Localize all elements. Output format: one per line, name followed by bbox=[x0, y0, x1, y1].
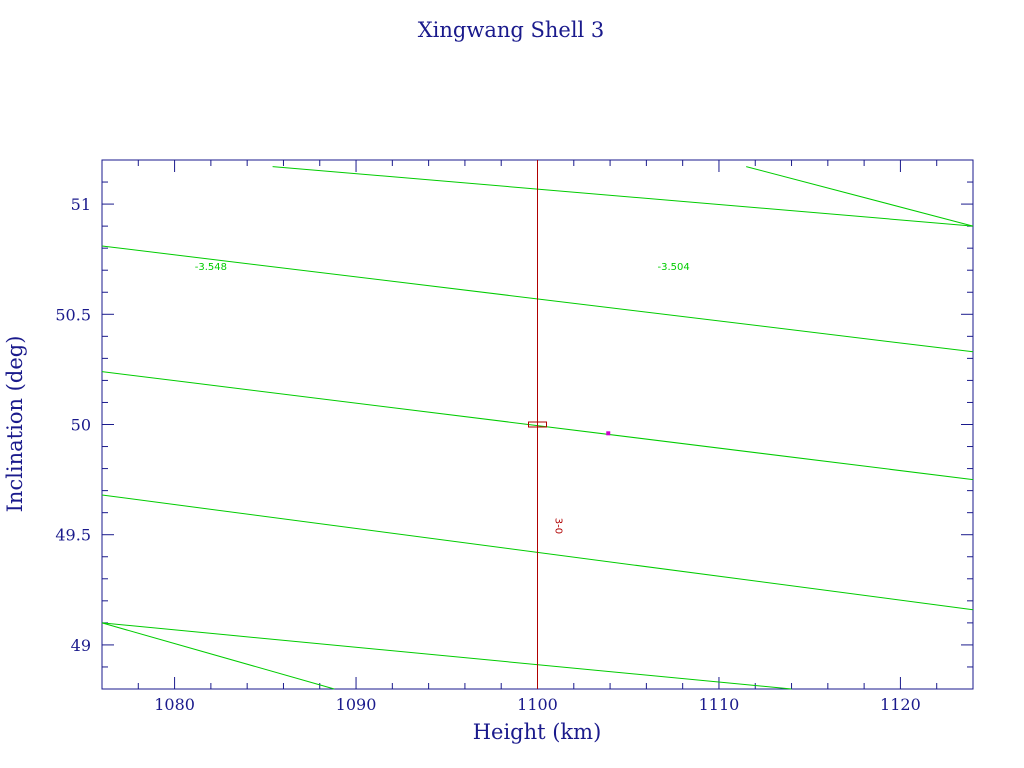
contour-label: -3.548 bbox=[195, 262, 227, 273]
y-tick-label: 50.5 bbox=[55, 305, 91, 324]
x-tick-label: 1100 bbox=[517, 695, 558, 714]
box-marker bbox=[528, 421, 547, 428]
y-axis-label: Inclination (deg) bbox=[3, 336, 27, 513]
x-tick-label: 1110 bbox=[699, 695, 740, 714]
contour-line bbox=[101, 622, 335, 690]
vertical-marker-label: 3-0 bbox=[552, 518, 563, 534]
contour-line bbox=[746, 166, 974, 227]
x-tick-label: 1120 bbox=[880, 695, 921, 714]
contour-label: -3.504 bbox=[657, 262, 689, 273]
chart-marks: 3-0 bbox=[528, 160, 611, 689]
x-tick-label: 1090 bbox=[336, 695, 377, 714]
contour-line bbox=[272, 166, 974, 227]
data-point bbox=[606, 431, 611, 436]
chart-title: Xingwang Shell 3 bbox=[418, 18, 605, 42]
y-tick-label: 49.5 bbox=[55, 526, 91, 545]
contour-line bbox=[101, 622, 792, 690]
axis-ticks: 1080 1090 1100 1110 1120 49 49.5 50 50.5 51 bbox=[55, 159, 974, 714]
x-axis-label: Height (km) bbox=[473, 720, 602, 744]
y-tick-label: 49 bbox=[71, 636, 91, 655]
x-tick-label: 1080 bbox=[154, 695, 195, 714]
y-tick-label: 50 bbox=[71, 416, 91, 435]
y-tick-label: 51 bbox=[71, 195, 91, 214]
